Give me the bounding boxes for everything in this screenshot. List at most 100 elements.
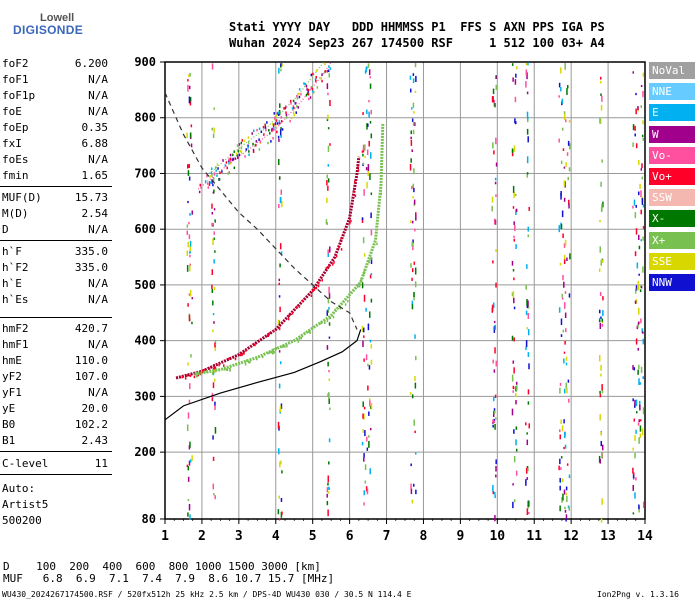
logo-digisonde: DIGISONDE	[13, 23, 84, 37]
noise-echo	[513, 337, 515, 342]
noise-echo	[370, 257, 373, 264]
echo-point	[237, 149, 240, 153]
noise-echo	[211, 269, 214, 276]
noise-echo	[565, 119, 567, 123]
noise-echo	[413, 261, 416, 265]
noise-echo	[561, 210, 564, 218]
echo-point	[227, 172, 229, 175]
noise-echo	[494, 103, 496, 108]
noise-echo	[189, 459, 192, 463]
noise-echo	[213, 107, 215, 110]
noise-echo	[186, 424, 189, 431]
echo-point	[207, 186, 210, 189]
echo-point	[272, 329, 275, 333]
param-value: 102.2	[74, 418, 108, 431]
noise-echo	[493, 397, 495, 402]
noise-echo	[326, 83, 329, 90]
noise-echo	[189, 249, 191, 254]
noise-echo	[213, 286, 216, 291]
noise-echo	[638, 419, 640, 423]
echo-point	[292, 105, 295, 108]
noise-echo	[600, 518, 603, 523]
noise-echo	[212, 313, 215, 316]
param-key: foF1p	[2, 89, 36, 102]
noise-echo	[493, 369, 496, 373]
noise-echo	[492, 88, 495, 95]
noise-echo	[563, 243, 566, 248]
noise-echo	[364, 464, 367, 471]
param-value: 1.65	[81, 169, 109, 182]
noise-echo	[513, 221, 515, 225]
echo-point	[232, 157, 234, 161]
echo-point	[354, 180, 356, 184]
noise-echo	[361, 441, 364, 446]
noise-echo	[564, 312, 567, 319]
noise-echo	[494, 347, 496, 354]
noise-echo	[369, 83, 372, 89]
noise-echo	[600, 181, 602, 187]
noise-echo	[562, 329, 565, 333]
footer-d-row: D 100 200 400 600 800 1000 1500 3000 [km…	[3, 560, 321, 573]
noise-echo	[642, 226, 645, 229]
noise-echo	[188, 460, 191, 466]
noise-echo	[364, 480, 367, 484]
noise-echo	[370, 133, 373, 139]
echo-point	[237, 156, 239, 159]
noise-echo	[411, 394, 414, 399]
noise-echo	[411, 107, 413, 110]
noise-echo	[369, 152, 372, 159]
param-row: foF1p N/A	[2, 90, 108, 101]
noise-echo	[514, 96, 517, 103]
true-height-profile	[164, 329, 362, 421]
noise-echo	[514, 225, 516, 232]
noise-echo	[212, 133, 215, 138]
noise-echo	[642, 90, 644, 98]
noise-echo	[639, 425, 642, 432]
param-key: h`F	[2, 245, 22, 258]
noise-echo	[495, 459, 497, 465]
echo-point	[278, 120, 281, 123]
echo-point	[252, 142, 254, 146]
noise-echo	[563, 489, 566, 495]
echo-point	[291, 312, 294, 315]
param-key: C-level	[2, 457, 49, 470]
echo-point	[258, 148, 261, 151]
noise-echo	[328, 487, 330, 490]
noise-echo	[633, 367, 636, 371]
x-tick-label: 1	[161, 529, 169, 544]
noise-echo	[409, 88, 412, 93]
echo-point	[306, 88, 308, 91]
noise-echo	[527, 329, 530, 336]
noise-echo	[568, 167, 571, 172]
echo-point	[228, 161, 230, 165]
noise-echo	[640, 285, 643, 289]
echo-point	[297, 92, 299, 96]
noise-echo	[638, 504, 640, 510]
echo-point	[215, 169, 217, 172]
noise-echo	[560, 419, 562, 425]
density-profile	[164, 92, 358, 330]
echo-point	[292, 99, 295, 103]
noise-echo	[362, 401, 364, 408]
noise-echo	[328, 286, 330, 294]
noise-echo	[410, 139, 413, 146]
noise-echo	[527, 389, 530, 395]
noise-echo	[600, 93, 602, 97]
noise-echo	[638, 273, 640, 276]
echo-point	[200, 186, 202, 189]
echo-point	[349, 221, 351, 225]
echo-point	[196, 371, 198, 375]
echo-point	[273, 116, 276, 120]
noise-echo	[411, 241, 414, 247]
noise-echo	[366, 447, 369, 451]
noise-echo	[362, 153, 364, 157]
echo-point	[243, 352, 245, 355]
echo-point	[244, 363, 247, 366]
noise-echo	[642, 376, 644, 380]
param-key: B1	[2, 434, 16, 447]
noise-echo	[329, 99, 331, 107]
noise-echo	[599, 390, 601, 394]
noise-echo	[641, 134, 644, 138]
echo-point	[310, 294, 313, 298]
echo-point	[229, 160, 232, 163]
